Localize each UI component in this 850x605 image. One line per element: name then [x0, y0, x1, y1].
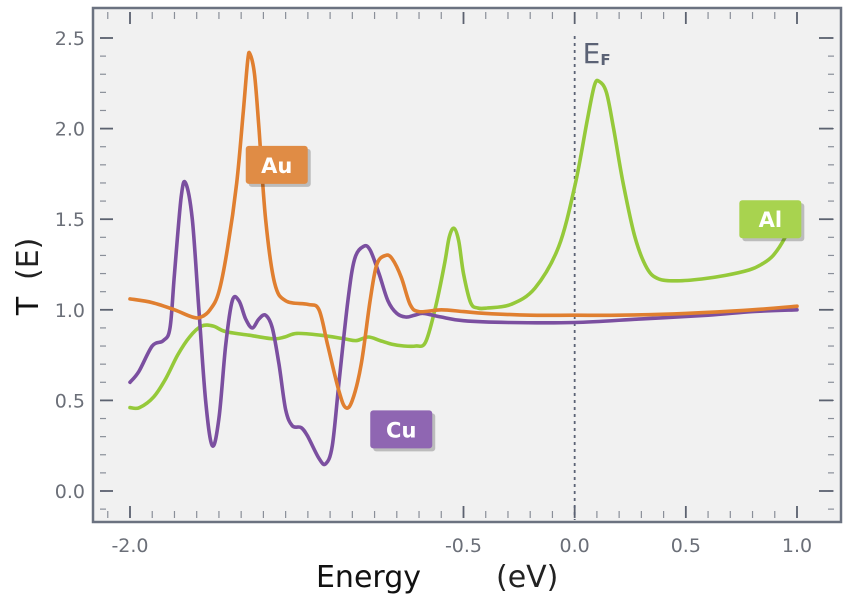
fermi-level-label-sub: F: [600, 51, 610, 69]
series-label-al: Al: [739, 200, 805, 242]
series-label-text: Cu: [386, 418, 416, 442]
y-tick-label: 1.5: [55, 209, 85, 231]
series-label-box: [370, 410, 433, 449]
series-label-au: Au: [245, 145, 311, 187]
y-axis-title: T: [11, 296, 46, 316]
x-axis-title: Energy: [316, 560, 421, 595]
series-label-text: Al: [759, 208, 782, 232]
series-line-au: [128, 50, 799, 410]
major-ticks: [100, 12, 833, 518]
y-tick-label: 0.5: [55, 390, 85, 412]
plot-area-background: [93, 8, 841, 522]
y-tick-labels: 0.0 0.5 1.0 1.5 2.0 2.5: [55, 28, 85, 503]
x-tick-label: 0.0: [560, 535, 590, 557]
series-label-box: [739, 200, 802, 239]
series-label-text: Au: [261, 154, 292, 178]
plot-frame: [91, 6, 843, 524]
fermi-level-label: EF: [583, 37, 611, 70]
fermi-level-label-main: E: [583, 37, 601, 70]
series-line-cu: [128, 179, 799, 467]
series-line-al: [128, 78, 799, 411]
y-axis-argument: (E): [11, 238, 46, 280]
y-tick-label: 2.5: [55, 28, 85, 50]
y-tick-label: 1.0: [55, 300, 85, 322]
series-label-cu: Cu: [370, 410, 436, 452]
y-tick-label: 2.0: [55, 119, 85, 141]
series-label-box: [245, 145, 308, 184]
x-tick-label: -0.5: [445, 535, 482, 557]
y-tick-label: 0.0: [55, 481, 85, 503]
x-tick-label: 1.0: [782, 535, 812, 557]
x-axis-unit: (eV): [496, 560, 558, 595]
x-tick-label: -2.0: [111, 535, 148, 557]
x-tick-labels: -2.0 -0.5 0.0 0.5 1.0: [111, 535, 812, 557]
x-tick-label: 0.5: [671, 535, 701, 557]
series-lines: [128, 50, 799, 467]
series-labels: Au Cu Al: [245, 145, 805, 452]
